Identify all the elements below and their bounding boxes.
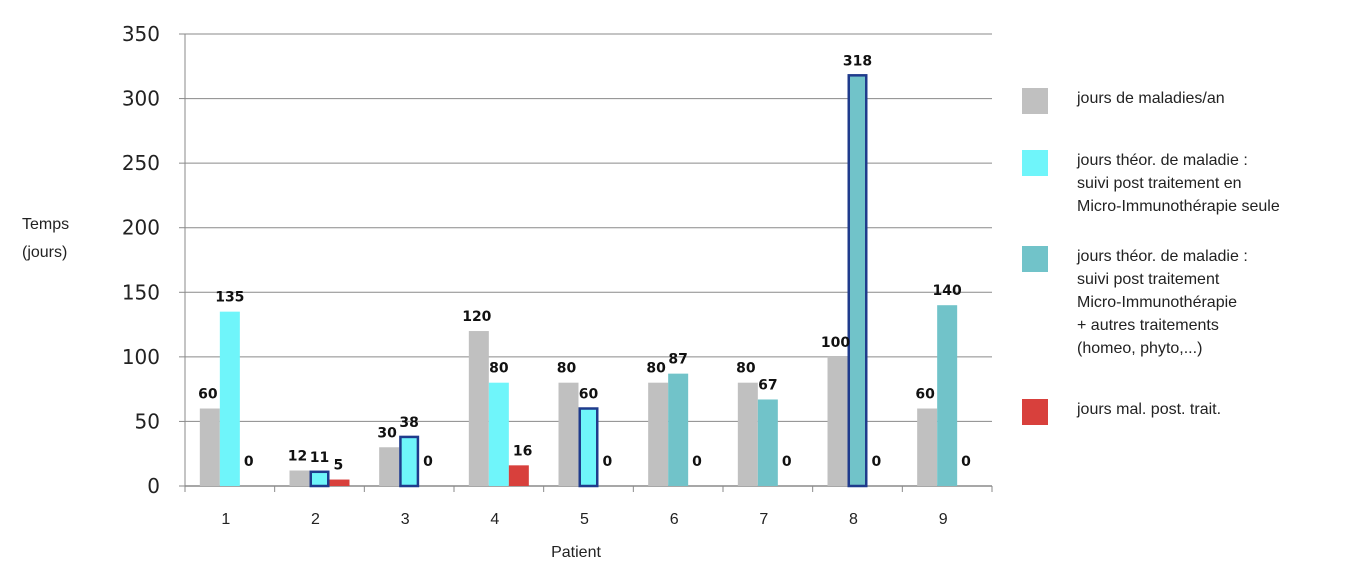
x-tick-label: 1 <box>221 511 230 528</box>
y-tick-label: 200 <box>122 216 160 240</box>
legend-label: jours théor. de maladie : <box>1076 152 1248 169</box>
legend-swatch <box>1022 88 1048 114</box>
bar <box>668 373 689 486</box>
data-label: 38 <box>399 415 418 431</box>
bars <box>199 74 958 488</box>
bar <box>847 74 868 488</box>
data-label: 135 <box>215 290 244 306</box>
data-label: 60 <box>579 387 599 403</box>
data-label: 60 <box>198 387 218 403</box>
data-label: 120 <box>462 309 491 325</box>
data-label: 67 <box>758 377 777 393</box>
bar <box>219 311 240 486</box>
x-tick-labels: 1 2 3 4 5 6 7 8 9 <box>221 511 947 528</box>
bar <box>757 399 778 486</box>
bar <box>329 479 350 486</box>
x-tick-label: 8 <box>849 511 858 528</box>
x-tick-label: 2 <box>311 511 320 528</box>
bar <box>289 470 310 486</box>
data-label: 16 <box>513 443 532 459</box>
data-label: 12 <box>288 449 307 465</box>
legend-label: (homeo, phyto,...) <box>1077 340 1202 357</box>
data-label: 0 <box>872 454 882 470</box>
bar <box>508 465 529 486</box>
legend-swatch <box>1022 246 1048 272</box>
legend-label: Micro-Immunothérapie <box>1077 294 1237 311</box>
bar <box>648 382 669 486</box>
bar <box>917 408 938 486</box>
legend-swatch <box>1022 399 1048 425</box>
y-tick-label: 50 <box>135 409 160 433</box>
data-label: 0 <box>692 454 702 470</box>
bar <box>578 407 599 488</box>
legend: jours de maladies/an jours théor. de mala… <box>1022 88 1280 425</box>
x-axis-title: Patient <box>551 544 601 561</box>
y-tick-label: 300 <box>122 87 160 111</box>
bar <box>558 382 579 486</box>
bar <box>199 408 220 486</box>
x-tick-label: 6 <box>670 511 679 528</box>
data-label: 0 <box>961 454 971 470</box>
legend-label: jours théor. de maladie : <box>1076 248 1248 265</box>
y-tick-label: 150 <box>122 280 160 304</box>
legend-label: jours mal. post. trait. <box>1076 401 1221 418</box>
legend-label: suivi post traitement en <box>1077 175 1242 192</box>
bar <box>468 331 489 486</box>
data-label: 0 <box>423 454 433 470</box>
x-tick-label: 9 <box>939 511 948 528</box>
bar <box>827 356 848 486</box>
data-label: 60 <box>915 387 935 403</box>
data-label: 80 <box>489 361 509 377</box>
x-tick-label: 3 <box>401 511 410 528</box>
legend-label: Micro-Immunothérapie seule <box>1077 198 1280 215</box>
data-label: 30 <box>377 425 397 441</box>
data-label: 11 <box>310 450 329 466</box>
legend-label: jours de maladies/an <box>1076 90 1225 107</box>
bar <box>488 382 509 486</box>
x-tick-label: 7 <box>759 511 768 528</box>
data-label: 87 <box>668 352 687 368</box>
y-tick-label: 350 <box>122 22 160 46</box>
data-label: 100 <box>821 335 850 351</box>
legend-swatch <box>1022 150 1048 176</box>
y-axis-title-line-2: (jours) <box>22 244 67 261</box>
bar <box>379 447 400 486</box>
bar <box>737 382 758 486</box>
data-label: 140 <box>933 283 962 299</box>
x-tick-label: 5 <box>580 511 589 528</box>
y-tick-labels: 0 50 100 150 200 250 300 350 <box>122 22 160 498</box>
y-tick-label: 100 <box>122 345 160 369</box>
data-label: 80 <box>736 361 756 377</box>
data-label: 318 <box>843 53 872 69</box>
bar <box>309 470 330 488</box>
y-tick-label: 0 <box>147 474 160 498</box>
legend-label: suivi post traitement <box>1077 271 1220 288</box>
data-label: 80 <box>557 361 577 377</box>
data-label: 0 <box>244 454 254 470</box>
data-label: 80 <box>646 361 666 377</box>
legend-label: + autres traitements <box>1077 317 1219 334</box>
data-label: 0 <box>782 454 792 470</box>
data-label: 5 <box>334 458 344 474</box>
bar <box>937 305 958 486</box>
y-tick-label: 250 <box>122 151 160 175</box>
data-label: 0 <box>603 454 613 470</box>
bar <box>399 435 420 488</box>
y-axis-title-line-1: Temps <box>22 216 69 233</box>
x-tick-label: 4 <box>490 511 499 528</box>
